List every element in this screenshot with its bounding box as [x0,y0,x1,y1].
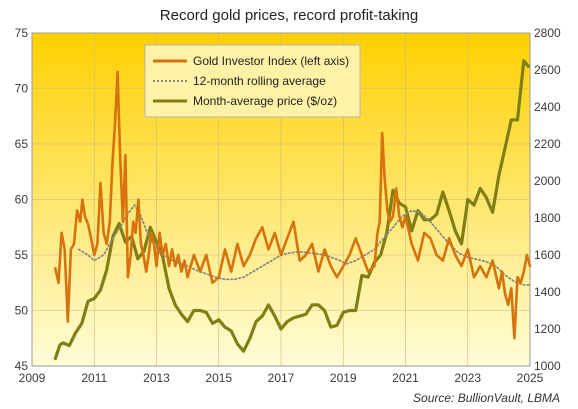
y-right-tick-label: 1600 [534,248,561,262]
y-right-tick-label: 2800 [534,26,561,40]
legend-label-gii: Gold Investor Index (left axis) [193,54,349,68]
legend: Gold Investor Index (left axis) 12-month… [144,44,361,118]
x-tick-label: 2013 [143,371,170,385]
y-right-tick-label: 2600 [534,63,561,77]
gold-price-line [53,59,531,361]
y-right-tick-label: 1800 [534,211,561,225]
x-tick-label: 2023 [454,371,481,385]
y-left-tick-label: 45 [15,359,29,373]
y-right-tick-label: 1200 [534,322,561,336]
y-right-axis: 1000 1200 1400 1600 1800 2000 2200 2400 2600 2800 [534,26,561,373]
y-right-tick-label: 1400 [534,285,561,299]
legend-box [144,44,361,118]
y-left-tick-label: 55 [15,248,29,262]
y-left-tick-label: 75 [15,26,29,40]
legend-label-price: Month-average price ($/oz) [193,94,337,108]
chart-title: Record gold prices, record profit-taking [160,7,418,24]
x-tick-label: 2021 [392,371,419,385]
plot-border [31,32,531,367]
x-tick-label: 2015 [205,371,232,385]
y-right-tick-label: 2400 [534,100,561,114]
y-right-tick-label: 2200 [534,137,561,151]
y-left-axis: 45 50 55 60 65 70 75 [15,26,29,373]
y-left-tick-label: 60 [15,193,29,207]
x-tick-label: 2025 [517,371,544,385]
y-right-tick-label: 1000 [534,359,561,373]
y-right-tick-label: 2000 [534,174,561,188]
gii-line [53,70,532,340]
x-tick-label: 2011 [81,371,107,385]
series-layer [53,59,532,361]
y-left-tick-label: 70 [15,82,29,96]
source-note: Source: BullionVault, LBMA [413,391,560,405]
y-left-tick-label: 65 [15,137,29,151]
x-axis: 2009 2011 2013 2015 2017 2019 2021 2023 2025 [19,371,544,385]
x-tick-label: 2017 [268,371,295,385]
x-tick-label: 2009 [19,371,46,385]
legend-label-avg: 12-month rolling average [193,74,326,88]
x-tick-label: 2019 [330,371,357,385]
y-left-tick-label: 50 [15,304,29,318]
